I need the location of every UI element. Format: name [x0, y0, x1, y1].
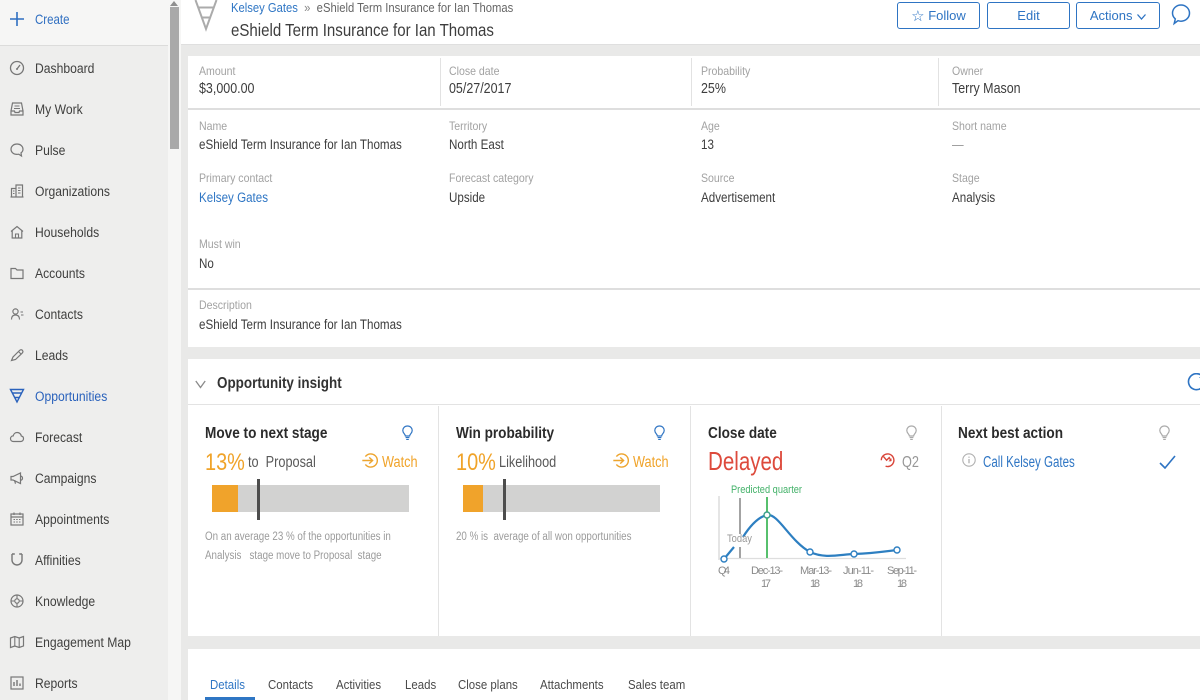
svg-text:17: 17 — [761, 578, 771, 590]
svg-text:Predicted quarter: Predicted quarter — [731, 484, 802, 496]
svg-text:Dec-13-: Dec-13- — [751, 565, 783, 577]
svg-text:Sep-11-: Sep-11- — [887, 565, 917, 577]
svg-text:18: 18 — [897, 578, 907, 590]
svg-text:18: 18 — [810, 578, 820, 590]
svg-text:Today: Today — [727, 533, 752, 545]
svg-text:Jun-11-: Jun-11- — [843, 565, 874, 577]
svg-text:Q4: Q4 — [718, 565, 730, 577]
svg-text:18: 18 — [853, 578, 863, 590]
svg-text:Mar-13-: Mar-13- — [800, 565, 832, 577]
